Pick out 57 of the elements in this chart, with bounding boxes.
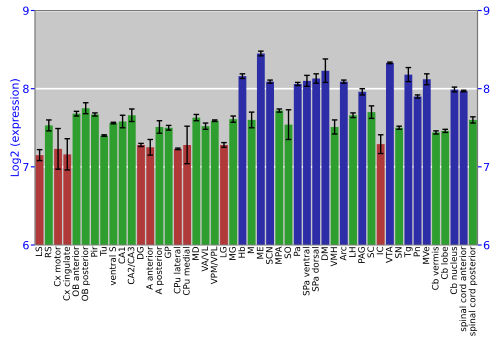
x-tick-label: A anterior (146, 246, 153, 290)
x-tick-label: Tu (100, 247, 107, 256)
y-tick-label: 6 (23, 240, 29, 250)
x-tick-label: MPA (275, 246, 282, 264)
x-tick-label: DM (321, 247, 328, 260)
x-tick-label: ME (256, 246, 264, 259)
x-tick-label: Cx cingulate (63, 246, 72, 300)
y2-tick-label: 6 (484, 240, 490, 250)
x-tick-label: GP (164, 246, 172, 258)
x-tick-label: CA1 (118, 247, 126, 264)
x-tick-label: VA/VL (202, 246, 209, 272)
x-tick-label: Cx motor (54, 246, 61, 286)
x-tick-label: CPu lateral (174, 247, 180, 294)
x-tick-label: LH (349, 247, 356, 257)
x-tick-label: MD (192, 246, 199, 260)
x-tick-label: Tg (404, 247, 413, 258)
x-tick-label: Pa (294, 247, 300, 256)
x-tick-label: MVe (422, 246, 430, 264)
y2-tick-label: 9 (484, 6, 490, 15)
x-tick-label: M (248, 247, 254, 254)
x-tick-label: Cb vermis (432, 246, 439, 290)
y-axis-title: Log2 (expression) (10, 79, 21, 176)
x-tick-label: VMH (330, 247, 338, 266)
x-tick-label: VPM/VPL (210, 246, 218, 284)
x-tick-label: SPa dorsal (312, 247, 319, 292)
y2-tick-label: 8 (484, 84, 490, 94)
x-tick-label: A posterior (155, 246, 164, 294)
x-tick-label: Pn (414, 247, 420, 256)
x-tick-label: SN (395, 247, 402, 258)
x-tick-label: spinal cord posterior (468, 246, 478, 336)
x-tick-label: Pir (90, 246, 98, 257)
x-tick-label: SC (367, 246, 374, 258)
x-tick-label: RS (44, 246, 52, 258)
y-tick-label: 7 (23, 162, 28, 172)
x-tick-label: Arc (340, 246, 346, 261)
x-tick-label: IC (376, 246, 384, 254)
x-tick-label: CPu medial (182, 247, 190, 296)
x-tick-label: LG (220, 247, 227, 258)
x-tick-label: Cb nucleus (450, 246, 457, 294)
x-tick-label: DG (136, 247, 144, 260)
x-tick-label: VTA (386, 246, 392, 263)
x-tick-label: Hb (238, 246, 245, 258)
x-tick-label: spinal cord anterior (459, 246, 468, 332)
x-tick-label: ventral S (109, 246, 116, 286)
x-tick-label: SO (284, 246, 292, 258)
x-tick-label: CA2/CA3 (128, 247, 136, 284)
y-tick-label: 8 (23, 84, 29, 94)
y-tick-label: 9 (23, 6, 29, 15)
x-tick-label: PAG (358, 247, 365, 263)
x-tick-label: LS (36, 246, 42, 256)
x-tick-label: OB anterior (72, 246, 80, 296)
x-tick-label: SCN (266, 247, 273, 264)
x-tick-label: Cb lobe (441, 246, 448, 280)
x-tick-label: MG (229, 247, 236, 260)
x-tick-label: OB posterior (81, 246, 90, 301)
y2-tick-label: 7 (484, 162, 490, 172)
x-tick-label: SPa ventral (302, 247, 310, 296)
